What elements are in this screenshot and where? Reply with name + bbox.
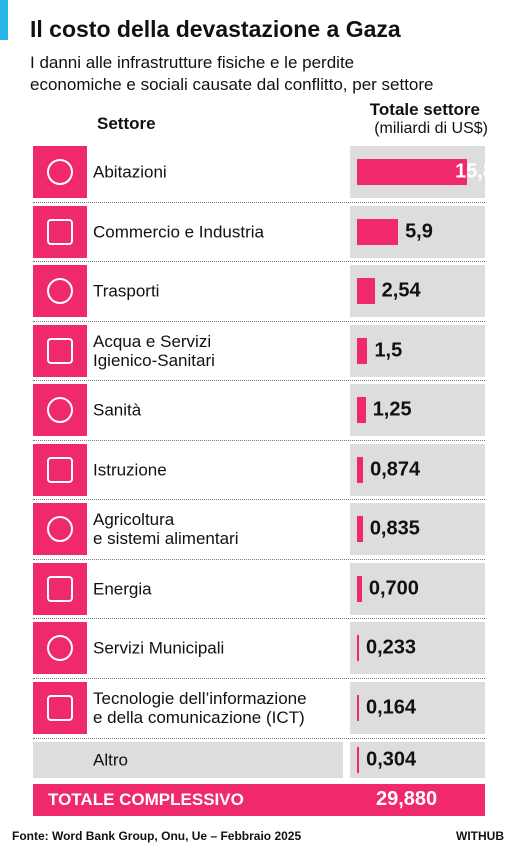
category-box xyxy=(33,742,343,778)
bar xyxy=(357,337,368,364)
value-label: 0,233 xyxy=(366,636,417,659)
value-box xyxy=(350,622,485,674)
icon xyxy=(47,278,73,304)
icon-box xyxy=(33,324,87,377)
separator xyxy=(33,261,485,262)
separator xyxy=(33,439,485,441)
icon xyxy=(47,575,73,602)
value-label: 0,164 xyxy=(366,696,417,718)
total-row xyxy=(33,784,485,816)
icon-box xyxy=(33,205,87,258)
value-box xyxy=(350,562,485,615)
value-label: 1,25 xyxy=(372,398,412,421)
bar xyxy=(357,635,359,661)
icon xyxy=(47,694,73,721)
separator xyxy=(33,677,485,679)
bar xyxy=(357,218,399,245)
value-label: 15,8 xyxy=(455,160,494,183)
icon-box xyxy=(33,681,87,734)
value-box xyxy=(350,681,485,734)
icon xyxy=(47,337,73,364)
total-label: TOTALE COMPLESSIVO xyxy=(48,790,244,809)
icon xyxy=(47,635,73,661)
value-label: 2,54 xyxy=(381,279,421,302)
icon-box xyxy=(33,443,87,496)
value-label: 5,9 xyxy=(405,220,433,242)
icon-box xyxy=(33,562,87,615)
value-box xyxy=(350,324,485,377)
category-header: Settore xyxy=(97,114,156,133)
category-label: Istruzione xyxy=(93,460,167,479)
bar xyxy=(357,575,362,602)
icon xyxy=(47,218,73,245)
category-label: Altro xyxy=(93,750,128,770)
icon xyxy=(47,159,73,185)
credit: WITHUB xyxy=(456,829,504,843)
value-header: Totale settore xyxy=(369,100,480,119)
category-label: Commercio e Industria xyxy=(93,222,265,241)
bar xyxy=(357,397,366,423)
icon xyxy=(47,456,73,483)
icon xyxy=(47,516,73,542)
accent xyxy=(0,0,8,40)
bar xyxy=(357,456,364,483)
separator xyxy=(33,558,485,560)
value-box xyxy=(350,503,485,555)
total-value: 29,880 xyxy=(376,788,438,810)
bar xyxy=(357,159,467,185)
category-label: Tecnologie dell’informazione e della com… xyxy=(93,688,307,727)
separator xyxy=(33,618,485,619)
bar xyxy=(357,694,359,721)
bar xyxy=(357,516,363,542)
title: Il costo della devastazione a Gaza xyxy=(30,16,401,42)
category-label: Energia xyxy=(93,579,152,598)
category-label: Agricoltura e sistemi alimentari xyxy=(93,510,239,548)
value-box xyxy=(350,443,485,496)
value-unit: (miliardi di US$) xyxy=(374,120,488,137)
category-label: Acqua e Servizi Igienico-Sanitari xyxy=(93,331,215,370)
icon xyxy=(47,397,73,423)
bar xyxy=(357,747,360,773)
separator xyxy=(33,380,485,381)
source: Fonte: Word Bank Group, Onu, Ue – Febbra… xyxy=(12,829,302,843)
category-label: Abitazioni xyxy=(93,162,167,182)
value-box xyxy=(350,742,485,778)
value-label: 0,874 xyxy=(370,458,421,480)
category-label: Trasporti xyxy=(93,281,160,301)
value-box xyxy=(350,384,485,436)
category-label: Servizi Municipali xyxy=(93,638,225,658)
separator xyxy=(33,201,485,203)
value-label: 0,304 xyxy=(366,748,417,771)
separator xyxy=(33,738,485,739)
separator xyxy=(33,499,485,500)
value-label: 0,835 xyxy=(369,517,420,540)
value-label: 0,700 xyxy=(368,577,419,599)
subtitle: I danni alle infrastrutture fisiche e le… xyxy=(30,53,434,94)
category-label: Sanità xyxy=(93,400,142,420)
separator xyxy=(33,320,485,322)
bar xyxy=(357,278,375,304)
value-label: 1,5 xyxy=(374,339,403,361)
